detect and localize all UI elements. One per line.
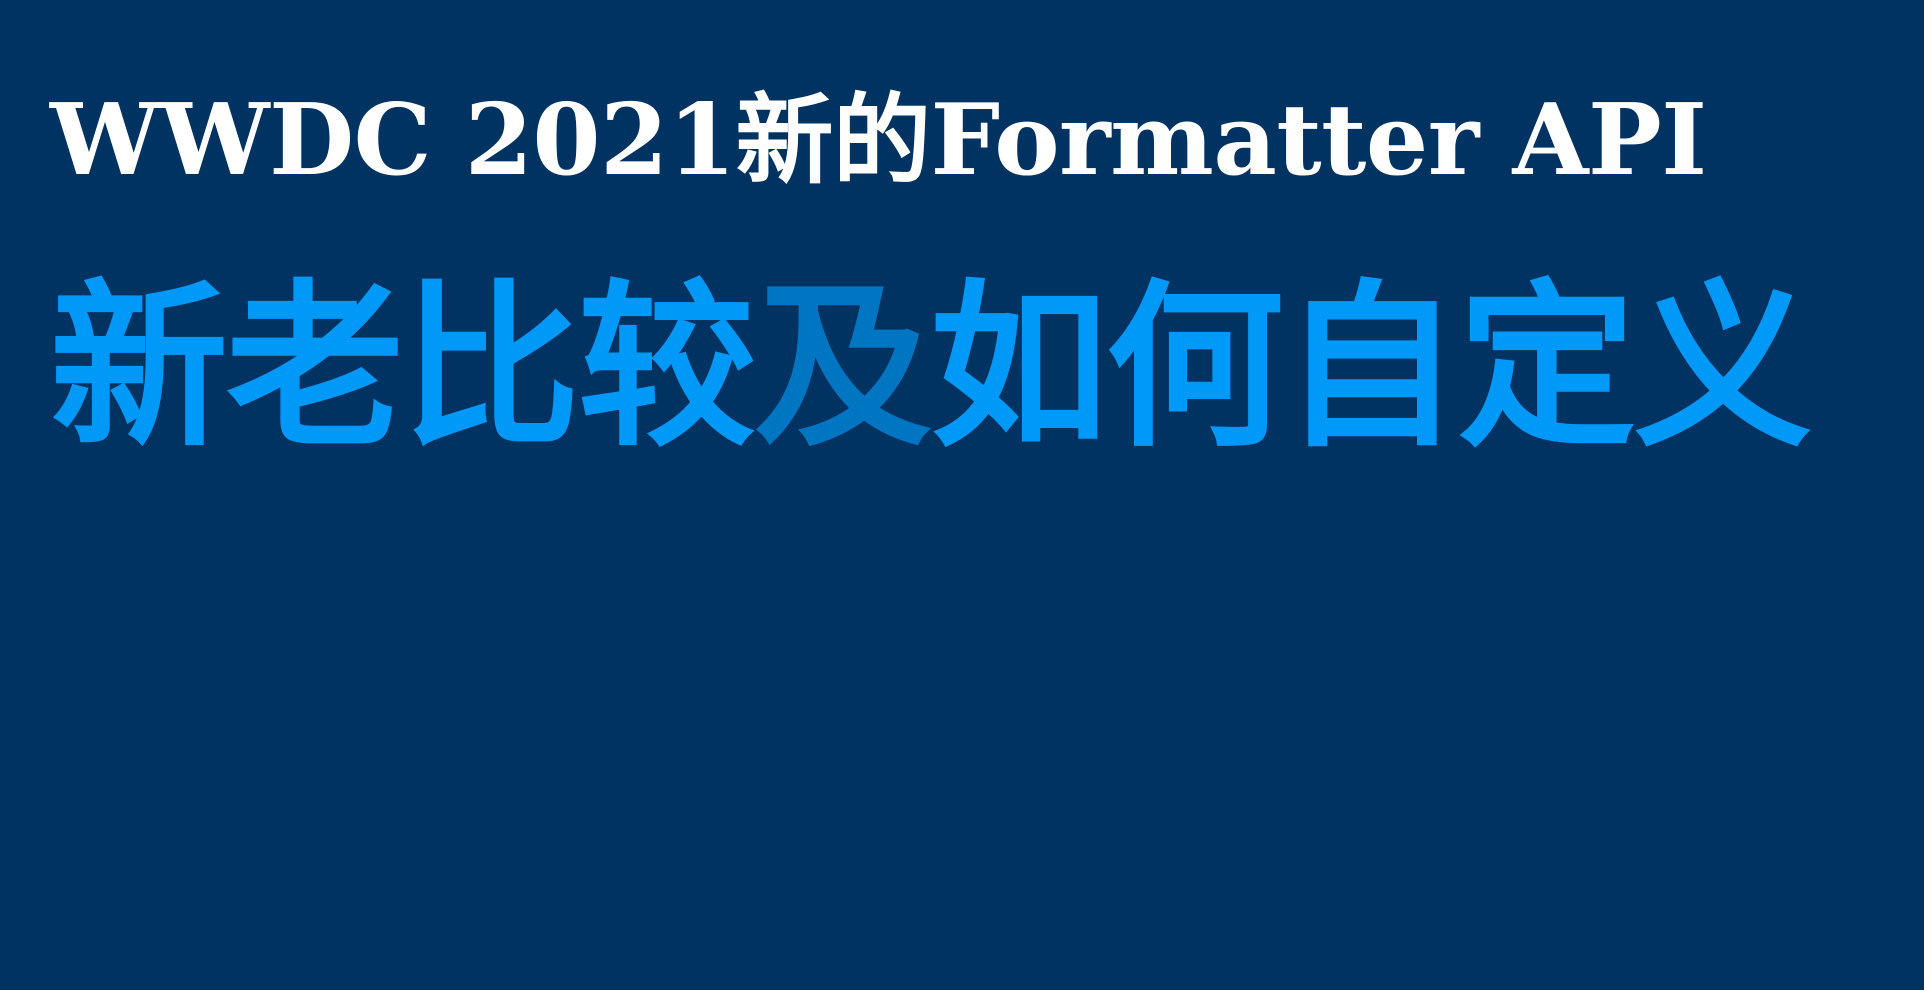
slide-title: WWDC 2021新的Formatter API — [50, 83, 1707, 198]
subtitle-part-1: 新老比较 — [50, 262, 756, 471]
slide-subtitle: 新老比较及如何自定义 — [50, 278, 1812, 456]
subtitle-part-2-accent: 及 — [754, 262, 932, 471]
subtitle-part-3: 如何自定义 — [930, 262, 1812, 471]
